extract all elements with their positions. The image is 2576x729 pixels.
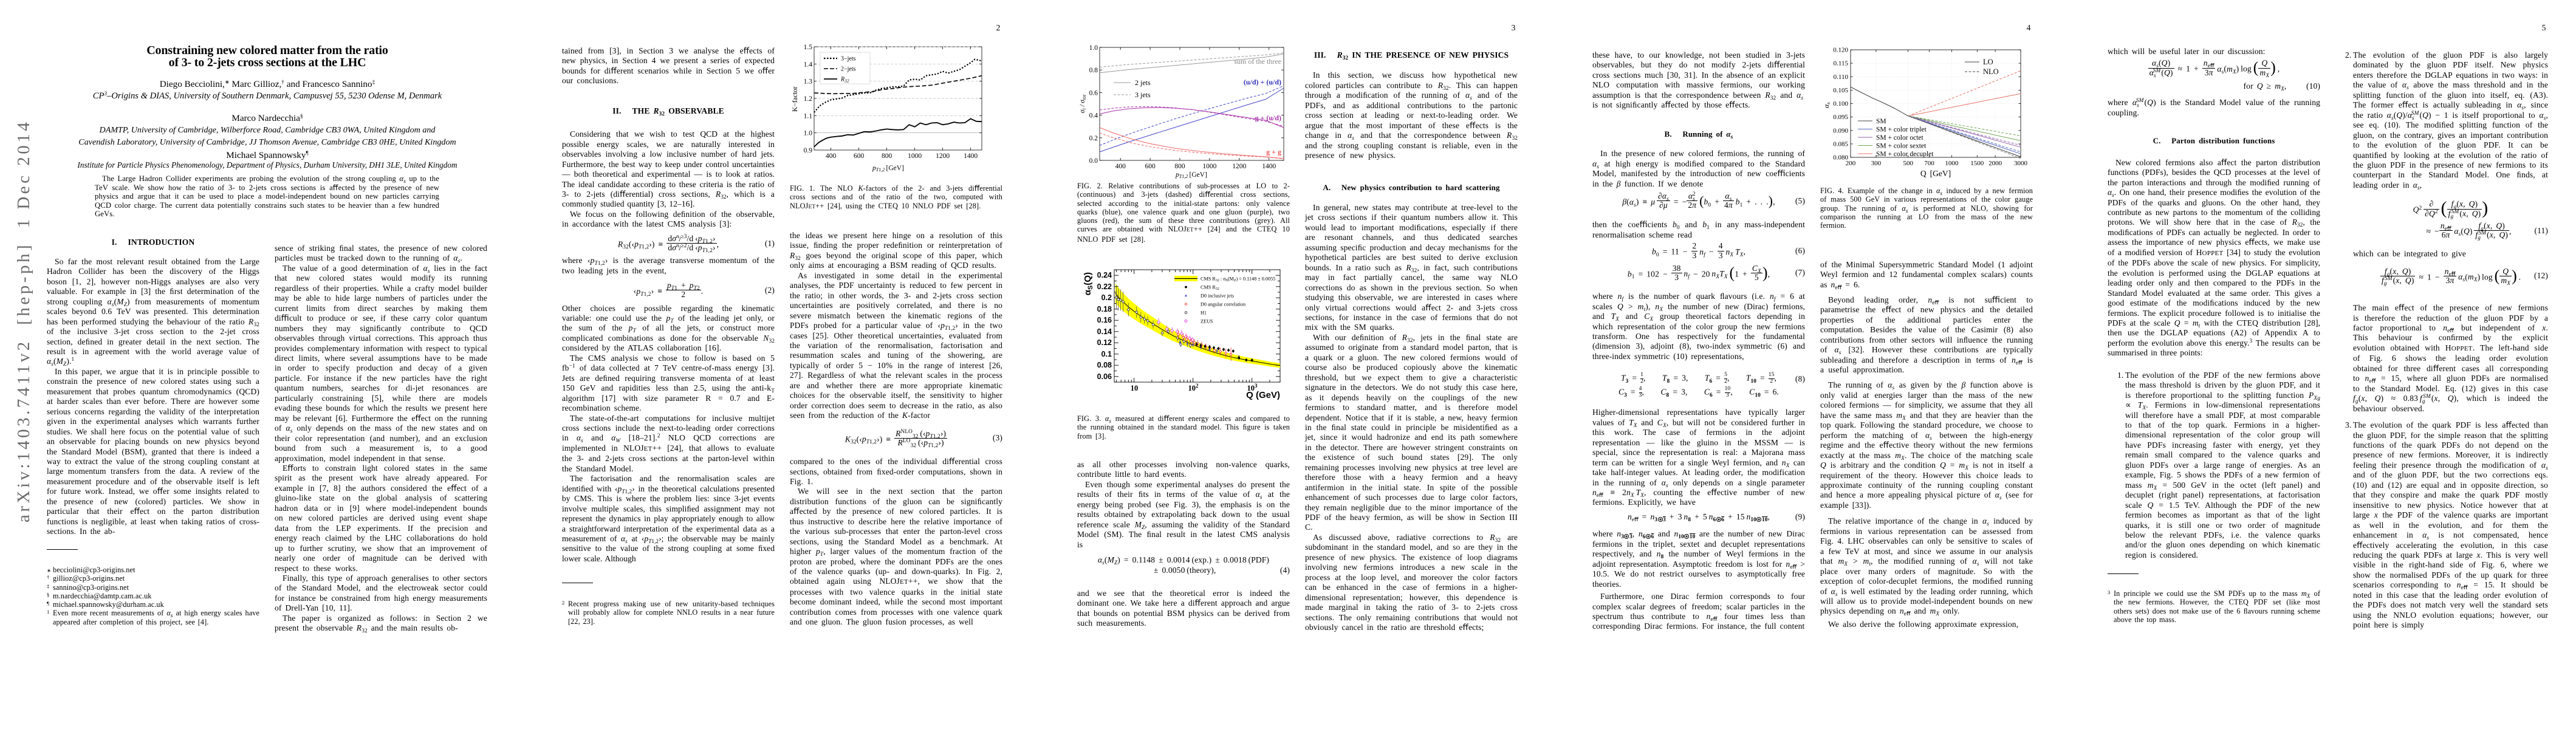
svg-text:Q [GeV]: Q [GeV] [1920,169,1951,178]
svg-text:0.16: 0.16 [1097,316,1112,324]
svg-text:0.12: 0.12 [1097,338,1112,347]
svg-text:g + (u/d): g + (u/d) [1255,114,1281,122]
svg-text:1200: 1200 [1232,163,1246,170]
svg-text:102: 102 [1188,383,1199,392]
svg-text:1000: 1000 [1945,160,1959,167]
svg-text:600: 600 [854,152,865,160]
svg-text:SM + color sextet: SM + color sextet [1876,143,1927,150]
svg-text:700: 700 [1924,160,1934,167]
svg-text:0.2: 0.2 [1101,293,1112,302]
svg-text:0.110: 0.110 [1834,74,1849,81]
svg-text:ZEUS: ZEUS [1201,319,1213,324]
svg-text:D0 inclusive jets: D0 inclusive jets [1201,293,1234,299]
svg-text:3−jets: 3−jets [841,56,856,63]
svg-text:0.115: 0.115 [1834,60,1849,67]
svg-text:1.5: 1.5 [804,44,813,51]
svg-text:1000: 1000 [908,152,922,160]
svg-text:αs: αs [1822,102,1831,108]
svg-text:1.0: 1.0 [804,130,813,137]
svg-text:1400: 1400 [964,152,978,160]
svg-text:SM: SM [1876,118,1886,125]
svg-text:pT1,2 [GeV]: pT1,2 [GeV] [872,165,904,173]
svg-text:(u/d) + (u/d): (u/d) + (u/d) [1244,78,1281,86]
svg-text:H1: H1 [1201,310,1207,316]
svg-text:0.085: 0.085 [1833,140,1848,148]
svg-text:2−jets: 2−jets [841,66,856,73]
svg-text:CMS R32: CMS R32 [1201,285,1219,292]
svg-text:1.3: 1.3 [804,78,813,86]
svg-text:0.6: 0.6 [1089,89,1098,97]
svg-text:D0 angular correlation: D0 angular correlation [1201,302,1245,307]
svg-text:3 jets: 3 jets [1135,91,1151,99]
svg-text:R32: R32 [840,77,849,84]
svg-text:0.14: 0.14 [1097,327,1112,336]
svg-text:sum of the three: sum of the three [1234,57,1281,66]
svg-text:SM + color decuplet: SM + color decuplet [1876,151,1934,158]
svg-text:SM + color octet: SM + color octet [1876,134,1924,142]
svg-text:0.18: 0.18 [1097,305,1112,313]
svg-text:1000: 1000 [1202,163,1216,170]
svg-text:g + g: g + g [1266,148,1281,156]
svg-text:1.0: 1.0 [1089,44,1098,52]
svg-text:800: 800 [1174,163,1185,170]
svg-text:3000: 3000 [2014,160,2028,167]
svg-text:CMS R32 : αS(MZ) = 0.1148 ± 0.: CMS R32 : αS(MZ) = 0.1148 ± 0.0055 [1201,276,1275,283]
svg-text:0.1: 0.1 [1101,350,1112,358]
svg-text:K−factor: K−factor [792,86,799,112]
svg-text:0.090: 0.090 [1833,127,1848,134]
svg-text:0.24: 0.24 [1097,271,1112,279]
svg-text:0.080: 0.080 [1833,154,1848,162]
svg-text:1.2: 1.2 [804,95,813,103]
svg-text:0.22: 0.22 [1097,282,1112,291]
svg-text:0.0: 0.0 [1089,157,1098,165]
svg-text:0.095: 0.095 [1833,114,1848,121]
svg-text:500: 500 [1903,160,1913,167]
svg-text:0.9: 0.9 [804,147,813,154]
svg-text:1500: 1500 [1970,160,1984,167]
svg-text:2 jets: 2 jets [1135,78,1151,87]
svg-text:300: 300 [1871,160,1882,167]
svg-text:1.1: 1.1 [804,112,813,120]
svg-text:400: 400 [1115,163,1126,170]
svg-text:σi / σtot: σi / σtot [1079,94,1087,113]
svg-text:10: 10 [1131,384,1139,392]
svg-text:200: 200 [1846,160,1856,167]
svg-text:0.4: 0.4 [1089,112,1098,120]
svg-text:0.08: 0.08 [1097,361,1112,369]
svg-text:0.120: 0.120 [1833,47,1848,54]
svg-text:1200: 1200 [936,152,950,160]
svg-text:αS(Q): αS(Q) [1083,272,1094,295]
svg-text:0.105: 0.105 [1833,87,1848,94]
svg-text:NLO: NLO [1983,67,1999,76]
svg-text:0.06: 0.06 [1097,372,1112,381]
svg-text:SM + color triplet: SM + color triplet [1876,126,1927,134]
svg-text:1400: 1400 [1262,163,1276,170]
svg-text:600: 600 [1145,163,1156,170]
svg-text:0.8: 0.8 [1089,67,1098,74]
svg-text:0.2: 0.2 [1089,135,1098,142]
svg-text:2000: 2000 [1989,160,2002,167]
svg-text:1.4: 1.4 [804,61,813,68]
svg-text:Q (GeV): Q (GeV) [1246,390,1280,400]
svg-text:pT1,2 [GeV]: pT1,2 [GeV] [1175,171,1207,179]
svg-text:400: 400 [826,152,837,160]
svg-text:800: 800 [882,152,892,160]
svg-text:LO: LO [1983,58,1993,66]
svg-text:0.100: 0.100 [1833,100,1848,108]
